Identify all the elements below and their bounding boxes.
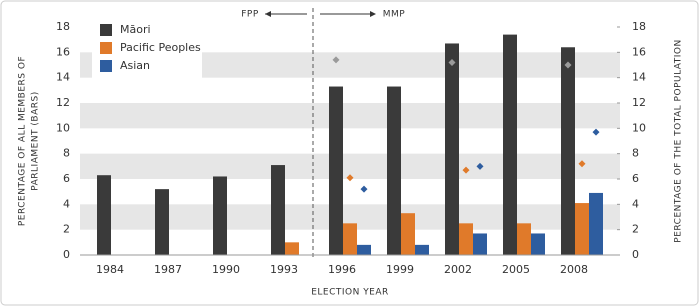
bar — [517, 223, 531, 255]
population-marker — [592, 128, 600, 136]
x-axis-label: ELECTION YEAR — [311, 288, 389, 298]
y2-tick-label: 10 — [632, 121, 646, 134]
y-tick-label: 4 — [63, 197, 70, 210]
y-tick-label: 14 — [56, 71, 70, 84]
x-tick-label: 2002 — [444, 263, 472, 276]
x-tick-label: 2008 — [560, 263, 588, 276]
legend-swatch — [100, 42, 112, 54]
y2-axis-label: PERCENTAGE OF THE TOTAL POPULATION — [674, 39, 684, 242]
legend-label: Asian — [120, 59, 150, 72]
bar — [343, 223, 357, 255]
y2-tick-label: 2 — [632, 223, 639, 236]
legend-swatch — [100, 24, 112, 36]
y-tick-label: 8 — [63, 147, 70, 160]
x-tick-label: 1984 — [96, 263, 124, 276]
population-marker — [462, 166, 470, 174]
arrow-head — [265, 11, 271, 17]
annotation: FPP — [241, 10, 259, 20]
arrow-head — [370, 11, 376, 17]
plot-marks — [97, 34, 603, 256]
y2-tick-label: 0 — [632, 248, 639, 261]
bar — [213, 176, 227, 255]
y2-tick-label: 12 — [632, 96, 646, 109]
y2-tick-label: 8 — [632, 147, 639, 160]
legend-label: Pacific Peoples — [120, 41, 201, 54]
bar — [97, 175, 111, 255]
bar — [271, 165, 285, 255]
y-tick-label: 12 — [56, 96, 70, 109]
x-tick-label: 1999 — [386, 263, 414, 276]
population-marker — [578, 160, 586, 168]
y2-tick-label: 4 — [632, 197, 639, 210]
y2-tick-label: 14 — [632, 71, 646, 84]
bar — [285, 242, 299, 255]
bar — [589, 192, 603, 255]
y-axis-label: PARLIAMENT (BARS) — [31, 91, 41, 190]
bar — [473, 233, 487, 255]
population-marker — [476, 162, 484, 170]
legend-label: Māori — [120, 23, 151, 36]
legend-swatch — [100, 60, 112, 72]
population-marker — [448, 58, 456, 66]
bar — [561, 47, 575, 256]
bar — [329, 86, 343, 256]
y2-tick-label: 6 — [632, 172, 639, 185]
x-tick-label: 1990 — [212, 263, 240, 276]
bar — [459, 223, 473, 255]
x-tick-label: 2005 — [502, 263, 530, 276]
population-marker — [332, 56, 340, 64]
bar — [401, 213, 415, 255]
x-tick-label: 1996 — [328, 263, 356, 276]
y-tick-label: 0 — [63, 248, 70, 261]
x-tick-label: 1993 — [270, 263, 298, 276]
bar — [387, 86, 401, 256]
bar — [357, 244, 371, 255]
bar — [531, 233, 545, 255]
bar — [445, 43, 459, 255]
y-tick-label: 6 — [63, 172, 70, 185]
bar — [575, 203, 589, 255]
y-tick-label: 2 — [63, 223, 70, 236]
bar — [503, 34, 517, 255]
population-marker — [360, 185, 368, 193]
y-tick-label: 18 — [56, 20, 70, 33]
bar — [155, 189, 169, 255]
population-marker — [564, 61, 572, 69]
y2-tick-label: 16 — [632, 45, 646, 58]
grid-band — [80, 103, 620, 129]
y-axis-label: PERCENTAGE OF ALL MEMBERS OF — [18, 56, 28, 226]
population-marker — [346, 174, 354, 182]
annotation: MMP — [383, 10, 406, 20]
y2-tick-label: 18 — [632, 20, 646, 33]
y-tick-label: 16 — [56, 45, 70, 58]
x-tick-label: 1987 — [154, 263, 182, 276]
y-tick-label: 10 — [56, 121, 70, 134]
bar — [415, 244, 429, 255]
